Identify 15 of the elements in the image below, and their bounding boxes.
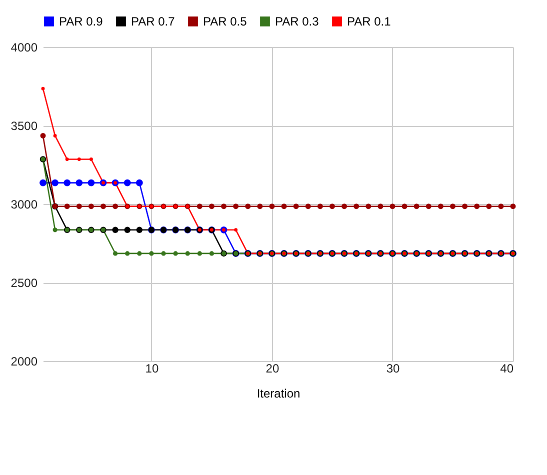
y-tick-label: 2500 bbox=[10, 276, 38, 290]
x-tick-label: 10 bbox=[145, 362, 159, 376]
legend-label: PAR 0.5 bbox=[203, 14, 248, 28]
x-tick-label: 30 bbox=[386, 362, 400, 376]
x-tick-label: 40 bbox=[500, 362, 514, 376]
y-tick-label: 3500 bbox=[10, 119, 38, 133]
x-tick-label: 20 bbox=[266, 362, 280, 376]
y-tick-label: 2000 bbox=[10, 354, 38, 368]
y-tick-label: 3000 bbox=[10, 198, 38, 212]
legend-label: PAR 0.7 bbox=[131, 14, 176, 28]
legend-label: PAR 0.9 bbox=[59, 14, 104, 28]
legend-label: PAR 0.1 bbox=[347, 14, 392, 28]
x-axis-title: Iteration bbox=[256, 386, 300, 400]
y-tick-label: 4000 bbox=[10, 40, 38, 54]
legend-label: PAR 0.3 bbox=[275, 14, 320, 28]
